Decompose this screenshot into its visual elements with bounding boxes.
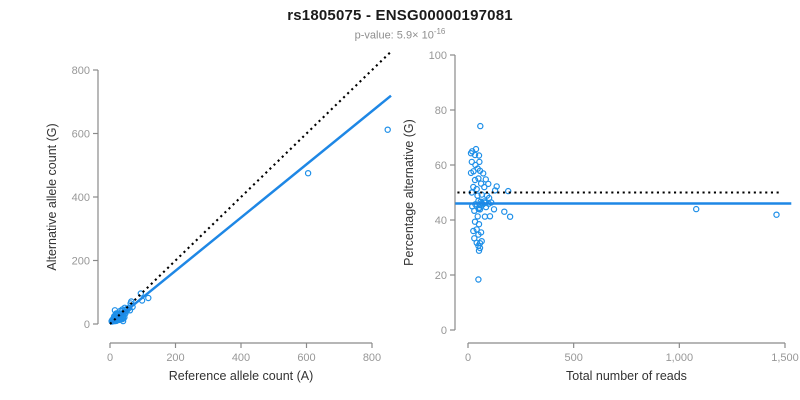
data-point	[476, 204, 483, 211]
data-point	[481, 213, 489, 220]
x-axis-title: Reference allele count (A)	[169, 369, 314, 383]
y-tick-label: 0	[441, 325, 447, 337]
y-tick-label: 100	[429, 50, 447, 62]
y-tick-label: 800	[72, 65, 90, 77]
y-tick-label: 80	[435, 105, 447, 117]
y-axis-title: Percentage alternative (G)	[402, 119, 416, 266]
data-point	[493, 183, 500, 190]
x-tick-label: 0	[465, 352, 471, 364]
data-point	[145, 294, 152, 302]
y-tick-label: 60	[435, 160, 447, 172]
data-point	[486, 213, 494, 220]
x-tick-label: 800	[363, 352, 381, 364]
data-point	[468, 158, 475, 166]
data-point	[471, 151, 479, 159]
data-point	[480, 170, 487, 177]
data-point	[773, 211, 780, 218]
data-point	[304, 169, 312, 177]
data-point	[477, 122, 484, 130]
data-point	[384, 126, 391, 133]
data-point	[501, 208, 508, 215]
data-point	[693, 205, 700, 213]
y-tick-label: 200	[72, 256, 90, 268]
data-point	[475, 247, 483, 254]
data-point	[470, 227, 477, 235]
x-tick-label: 1,500	[771, 352, 799, 364]
x-tick-label: 600	[297, 352, 315, 364]
y-tick-label: 600	[72, 129, 90, 141]
data-point	[137, 290, 144, 297]
data-point	[490, 206, 498, 213]
data-point	[119, 317, 127, 325]
data-point	[475, 152, 483, 159]
data-point	[475, 175, 482, 182]
data-point	[474, 213, 481, 220]
data-point	[475, 276, 482, 283]
counts-scatter-plot: 0 200 400 600 800 0 200 400 600 800 Reference alle…	[45, 50, 392, 383]
x-tick-label: 200	[166, 352, 184, 364]
data-point	[471, 176, 479, 184]
data-point	[505, 187, 512, 195]
data-point	[506, 213, 514, 220]
y-tick-label: 0	[84, 319, 90, 331]
y-axis-title: Alternative allele count (G)	[45, 123, 59, 270]
data-point	[476, 158, 483, 166]
x-axis-title: Total number of reads	[566, 369, 687, 383]
regression-line	[109, 94, 392, 325]
data-point	[467, 169, 475, 177]
data-point	[475, 231, 482, 238]
x-tick-label: 1,000	[666, 352, 694, 364]
x-tick-label: 0	[107, 352, 113, 364]
data-point	[475, 220, 483, 228]
x-tick-label: 500	[564, 352, 582, 364]
data-point	[485, 180, 492, 188]
data-point	[481, 183, 488, 191]
x-tick-label: 400	[232, 352, 250, 364]
identity-line	[109, 50, 392, 325]
data-point	[473, 185, 480, 193]
percentage-scatter-plot: 0 20 40 60 80 100 0 500 1,000 1,500 Total number o…	[402, 50, 799, 383]
y-tick-label: 400	[72, 192, 90, 204]
data-point	[472, 145, 480, 153]
y-tick-label: 40	[435, 215, 447, 227]
data-point	[477, 180, 485, 187]
y-tick-label: 20	[435, 270, 447, 282]
